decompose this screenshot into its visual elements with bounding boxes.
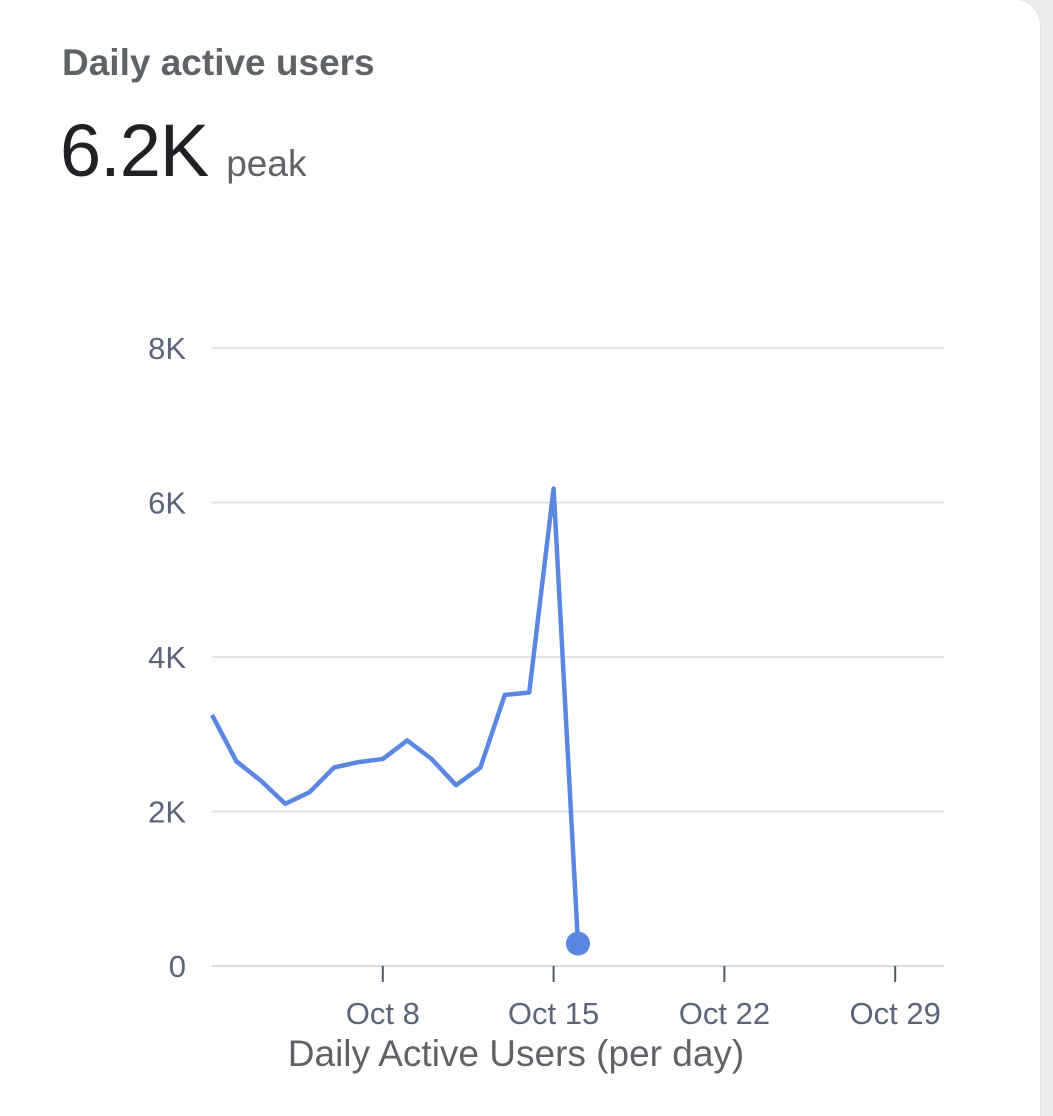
data-point: [259, 778, 264, 783]
data-point: [478, 765, 483, 770]
x-axis-title: Daily Active Users (per day): [288, 1033, 744, 1074]
data-point: [551, 486, 556, 491]
peak-value: 6.2K: [60, 109, 209, 192]
data-point: [283, 801, 288, 806]
data-point: [503, 693, 508, 698]
data-point: [210, 713, 215, 718]
peak-metric: 6.2K peak: [60, 108, 306, 193]
data-point: [234, 759, 239, 764]
card-title: Daily active users: [62, 42, 375, 83]
x-tick-label-3: Oct 29: [850, 996, 941, 1031]
data-point: [307, 790, 312, 795]
data-point: [454, 783, 459, 788]
x-tick-label-1: Oct 15: [508, 996, 599, 1031]
y-tick-label-1: 2K: [148, 795, 186, 830]
y-axis-ticks: 0 2K 4K 6K 8K: [148, 331, 186, 984]
data-point: [429, 757, 434, 762]
series-line-0: [210, 486, 581, 944]
y-tick-label-4: 8K: [148, 331, 186, 366]
series-layer: [210, 486, 590, 956]
latest-data-point: [566, 931, 590, 956]
data-point: [405, 738, 410, 743]
data-point: [332, 765, 337, 770]
y-tick-label-2: 4K: [148, 640, 186, 675]
grid-lines: [212, 347, 944, 967]
y-tick-label-3: 6K: [148, 486, 186, 521]
peak-label: peak: [226, 143, 307, 184]
x-tick-label-0: Oct 8: [346, 996, 420, 1031]
data-point: [356, 760, 361, 765]
x-axis-ticks: Oct 8 Oct 15 Oct 22 Oct 29: [346, 966, 941, 1031]
x-tick-label-2: Oct 22: [679, 996, 770, 1031]
data-point: [527, 690, 532, 695]
y-tick-label-0: 0: [169, 949, 186, 984]
data-point: [381, 757, 386, 762]
